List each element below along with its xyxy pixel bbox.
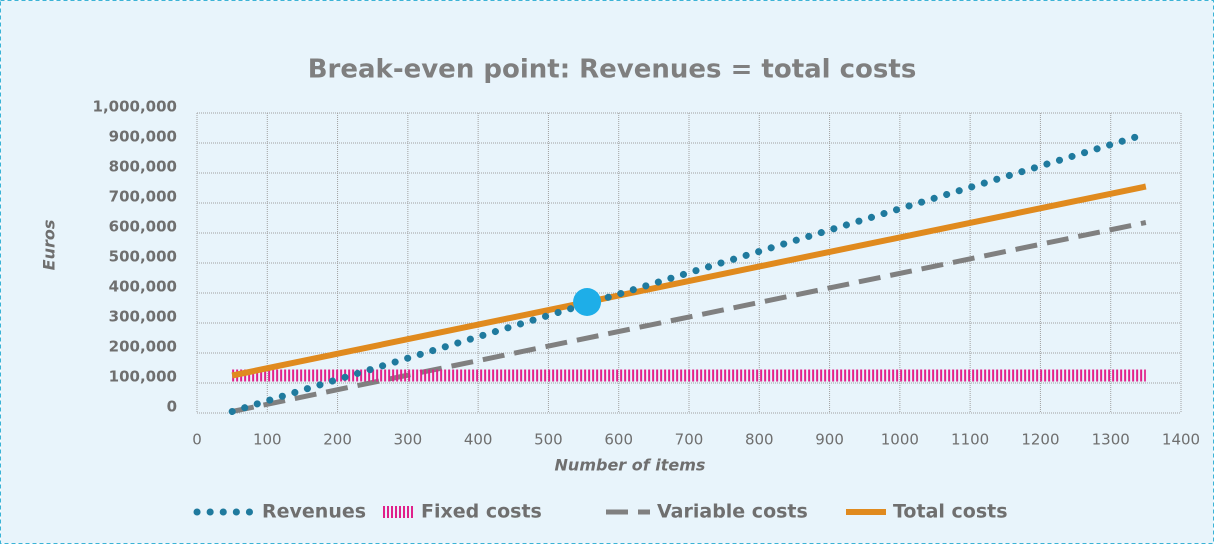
y-tick-label: 200,000 xyxy=(109,338,177,356)
x-tick-label: 700 xyxy=(675,431,704,449)
y-tick-label: 0 xyxy=(167,398,177,416)
chart-title: Break-even point: Revenues = total costs xyxy=(308,55,917,85)
y-tick-label: 700,000 xyxy=(109,188,177,206)
series-line xyxy=(231,183,1147,379)
x-tick-label: 1200 xyxy=(1021,431,1059,449)
y-tick-label: 900,000 xyxy=(109,128,177,146)
y-tick-label: 500,000 xyxy=(109,248,177,266)
y-tick-label: 800,000 xyxy=(109,158,177,176)
x-tick-label: 900 xyxy=(815,431,844,449)
y-tick-label: 600,000 xyxy=(109,218,177,236)
x-tick-label: 600 xyxy=(604,431,633,449)
y-tick-label: 300,000 xyxy=(109,308,177,326)
legend-label: Total costs xyxy=(893,501,1008,523)
x-tick-label: 300 xyxy=(394,431,423,449)
y-axis-label: Euros xyxy=(40,220,59,271)
y-tick-label: 400,000 xyxy=(109,278,177,296)
x-tick-label: 500 xyxy=(534,431,563,449)
x-tick-label: 1100 xyxy=(951,431,989,449)
legend-label: Revenues xyxy=(262,501,366,523)
break-even-point xyxy=(573,288,602,316)
x-tick-label: 1000 xyxy=(881,431,919,449)
x-tick-label: 100 xyxy=(253,431,282,449)
y-tick-label: 1,000,000 xyxy=(93,98,177,116)
x-axis-label: Number of items xyxy=(555,456,706,475)
x-tick-label: 0 xyxy=(192,431,202,449)
x-tick-label: 400 xyxy=(464,431,493,449)
series-line xyxy=(231,220,1147,414)
y-tick-label: 100,000 xyxy=(109,368,177,386)
x-tick-label: 800 xyxy=(745,431,774,449)
x-tick-label: 1300 xyxy=(1092,431,1130,449)
legend-label: Variable costs xyxy=(657,501,808,523)
x-tick-label: 1400 xyxy=(1162,431,1200,449)
x-tick-label: 200 xyxy=(323,431,352,449)
series-line xyxy=(228,130,1150,415)
legend-label: Fixed costs xyxy=(421,501,542,523)
